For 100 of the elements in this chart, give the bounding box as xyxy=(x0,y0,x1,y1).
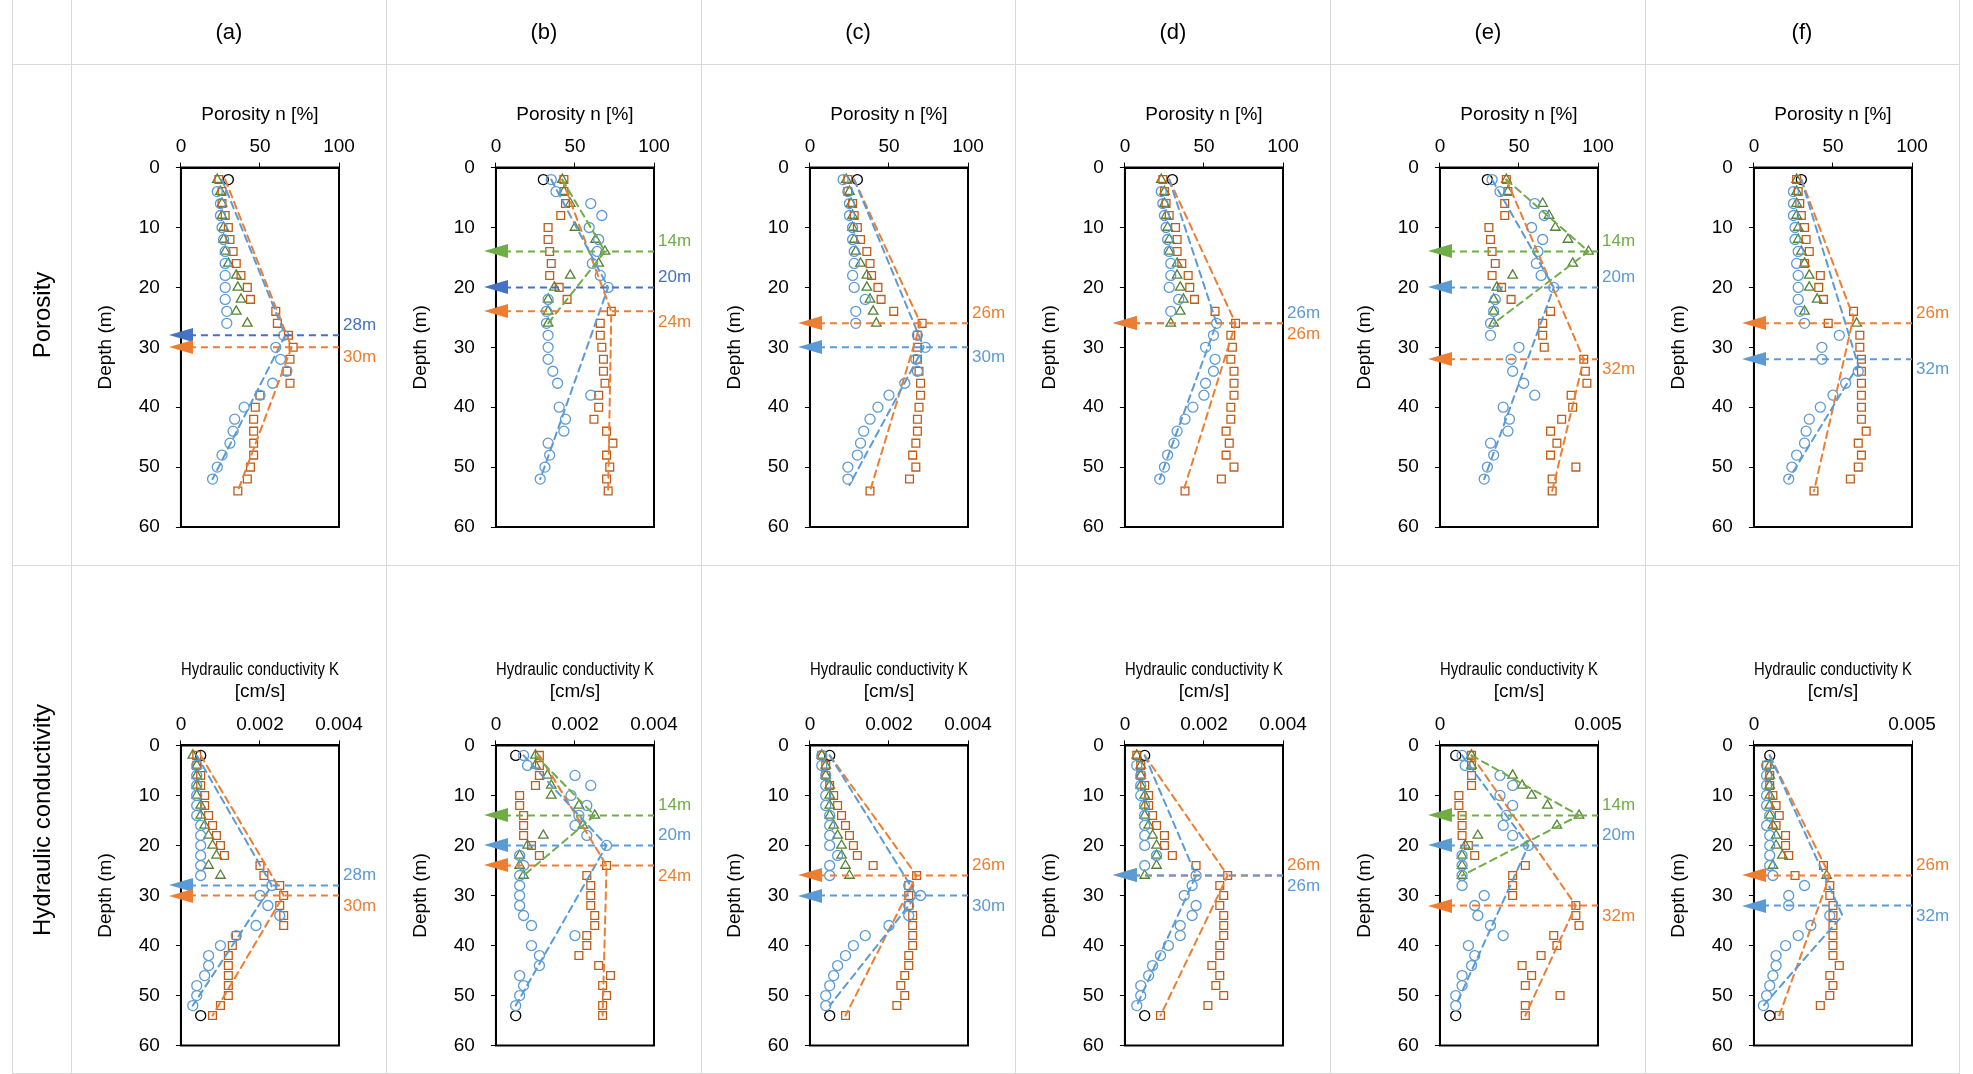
x-tick-label: 0.004 xyxy=(944,713,993,735)
y-tick-label: 60 xyxy=(1711,1033,1733,1055)
ref-line-label: 20m xyxy=(658,824,692,844)
x-tick-label: 0 xyxy=(1434,713,1446,735)
ref-line-label: 30m xyxy=(343,895,377,915)
y-tick-label: 30 xyxy=(1082,335,1104,357)
ref-line-label: 26m xyxy=(1287,875,1321,895)
y-axis-title: Depth (m) xyxy=(1037,305,1059,390)
y-tick-label: 10 xyxy=(1082,783,1104,805)
y-tick-label: 40 xyxy=(1397,933,1419,955)
y-tick-label: 30 xyxy=(138,335,160,357)
y-tick-label: 10 xyxy=(1711,215,1733,237)
y-tick-label: 10 xyxy=(1711,783,1733,805)
y-tick-label: 50 xyxy=(1711,455,1733,477)
y-tick-label: 50 xyxy=(1711,983,1733,1005)
y-tick-label: 0 xyxy=(1093,733,1104,755)
y-tick-label: 60 xyxy=(1711,515,1733,537)
y-tick-label: 30 xyxy=(138,883,160,905)
chart-title: (a) xyxy=(72,0,386,65)
y-tick-label: 50 xyxy=(138,455,160,477)
y-tick-label: 50 xyxy=(138,983,160,1005)
ref-line-label: 32m xyxy=(1916,905,1950,925)
y-tick-label: 0 xyxy=(1722,155,1733,177)
ref-line-label: 30m xyxy=(343,347,377,367)
y-tick-label: 20 xyxy=(138,275,160,297)
x-tick-label: 100 xyxy=(1582,135,1614,157)
y-tick-label: 0 xyxy=(464,155,475,177)
ref-line-label: 26m xyxy=(1287,854,1321,874)
y-tick-label: 60 xyxy=(1397,515,1419,537)
x-axis-title: Hydraulic conductivity K [cm/s] xyxy=(1440,657,1599,702)
ref-line-label: 26m xyxy=(1916,854,1950,874)
x-tick-label: 0 xyxy=(804,135,816,157)
chart-title: (e) xyxy=(1331,0,1645,65)
y-axis-title: Depth (m) xyxy=(93,305,115,390)
x-axis-title: Porosity n [%] xyxy=(1774,102,1892,124)
x-tick-label: 100 xyxy=(952,135,984,157)
y-tick-label: 10 xyxy=(767,783,789,805)
chart-title: (c) xyxy=(701,0,1015,65)
chart-title: (d) xyxy=(1016,0,1330,65)
y-tick-label: 0 xyxy=(778,733,789,755)
ref-line-label: 24m xyxy=(658,311,692,331)
y-tick-label: 0 xyxy=(1722,733,1733,755)
x-axis-title: Porosity n [%] xyxy=(516,102,634,124)
x-tick-label: 0 xyxy=(490,713,502,735)
y-tick-label: 40 xyxy=(138,933,160,955)
x-tick-label: 50 xyxy=(249,135,271,157)
ref-line-label: 20m xyxy=(658,266,692,286)
y-tick-label: 20 xyxy=(767,275,789,297)
y-tick-label: 20 xyxy=(138,833,160,855)
ref-line-label: 14m xyxy=(658,230,692,250)
y-tick-label: 50 xyxy=(767,455,789,477)
x-axis-title: Hydraulic conductivity K [cm/s] xyxy=(810,657,969,702)
ref-line-label: 30m xyxy=(972,347,1006,367)
y-tick-label: 50 xyxy=(453,455,475,477)
y-tick-label: 20 xyxy=(1082,275,1104,297)
y-tick-label: 40 xyxy=(1397,395,1419,417)
y-tick-label: 60 xyxy=(453,1033,475,1055)
y-tick-label: 60 xyxy=(1397,1033,1419,1055)
y-tick-label: 30 xyxy=(453,883,475,905)
x-tick-label: 0 xyxy=(1119,713,1131,735)
ref-line-label: 20m xyxy=(1602,266,1636,286)
y-tick-label: 40 xyxy=(1082,933,1104,955)
ref-line-label: 20m xyxy=(1602,824,1636,844)
x-tick-label: 0.005 xyxy=(1574,713,1622,735)
x-tick-label: 0 xyxy=(175,135,187,157)
x-tick-label: 0 xyxy=(1748,713,1760,735)
y-tick-label: 60 xyxy=(767,1033,789,1055)
ref-line-label: 32m xyxy=(1602,905,1636,925)
y-tick-label: 20 xyxy=(1711,833,1733,855)
x-axis-title: Hydraulic conductivity K [cm/s] xyxy=(181,657,340,702)
y-tick-label: 60 xyxy=(767,515,789,537)
y-tick-label: 40 xyxy=(1711,933,1733,955)
y-tick-label: 30 xyxy=(1397,883,1419,905)
y-tick-label: 40 xyxy=(1082,395,1104,417)
y-axis-title: Depth (m) xyxy=(408,853,430,938)
x-axis-title: Hydraulic conductivity K [cm/s] xyxy=(496,657,655,702)
ref-line-label: 28m xyxy=(343,314,377,334)
y-tick-label: 50 xyxy=(1397,983,1419,1005)
y-tick-label: 10 xyxy=(1397,215,1419,237)
y-axis-title: Depth (m) xyxy=(722,853,744,938)
x-tick-label: 0.005 xyxy=(1888,713,1936,735)
x-tick-label: 0 xyxy=(804,713,816,735)
ref-line-label: 26m xyxy=(1287,302,1321,322)
x-tick-label: 0.004 xyxy=(630,713,679,735)
ref-line-label: 26m xyxy=(1916,302,1950,322)
x-tick-label: 100 xyxy=(638,135,670,157)
y-tick-label: 20 xyxy=(453,833,475,855)
y-tick-label: 40 xyxy=(767,933,789,955)
y-tick-label: 30 xyxy=(1711,883,1733,905)
x-tick-label: 50 xyxy=(1822,135,1844,157)
y-tick-label: 60 xyxy=(1082,1033,1104,1055)
y-axis-title: Depth (m) xyxy=(722,305,744,390)
y-tick-label: 50 xyxy=(453,983,475,1005)
x-tick-label: 100 xyxy=(1896,135,1928,157)
y-tick-label: 50 xyxy=(767,983,789,1005)
y-tick-label: 20 xyxy=(1397,275,1419,297)
y-tick-label: 50 xyxy=(1082,983,1104,1005)
y-tick-label: 20 xyxy=(1711,275,1733,297)
x-tick-label: 0 xyxy=(1748,135,1760,157)
y-tick-label: 10 xyxy=(138,215,160,237)
